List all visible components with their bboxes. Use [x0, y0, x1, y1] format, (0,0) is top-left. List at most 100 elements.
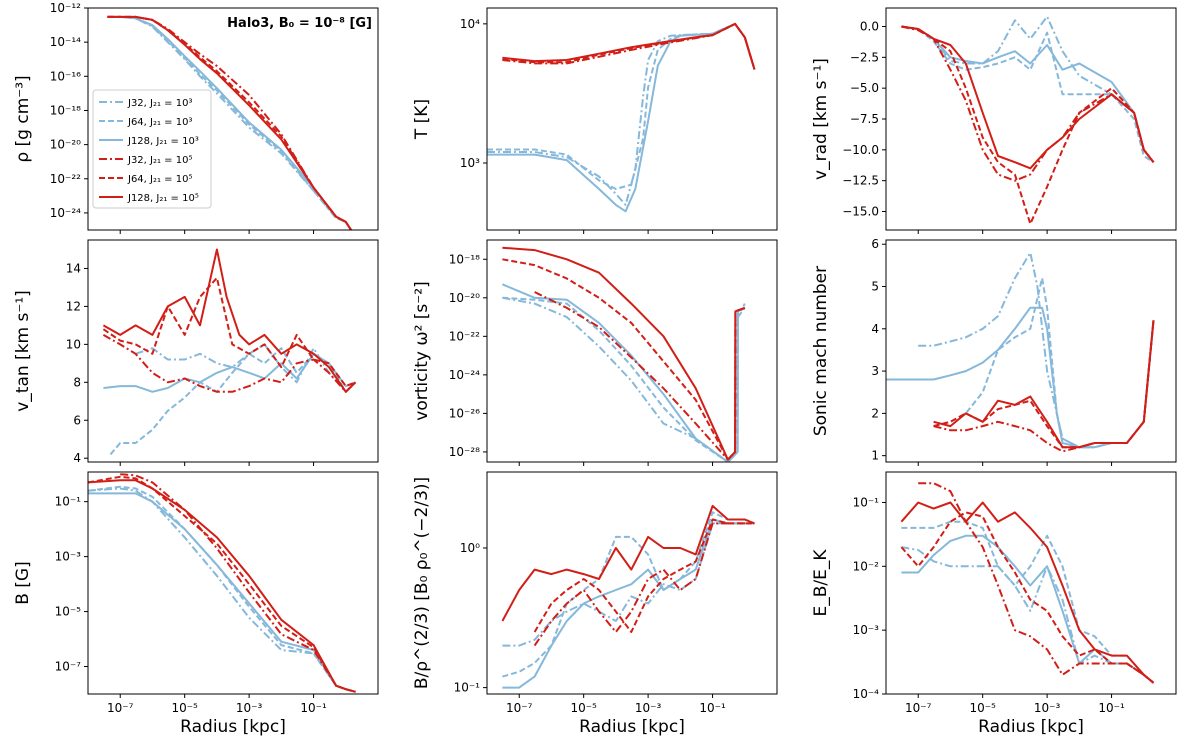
series-line [102, 276, 356, 388]
panel-energy_ratio: 10⁻⁷ 10⁻⁵ 10⁻³ 10⁻¹ 10⁻¹ 10⁻² 10⁻³ 10⁻⁴ Radius [… [811, 471, 1177, 737]
y-tick-label: 10⁰ [460, 541, 480, 555]
y-tick-label: 5 [871, 280, 879, 294]
y-tick-label: 2 [871, 406, 879, 420]
y-axis-label: B/ρ^(2/3) [B₀ ρ₀^(−2/3)] [412, 477, 432, 689]
series-line [107, 15, 353, 230]
x-axis-label: Radius [kpc] [579, 717, 685, 737]
x-tick-label: 10⁻¹ [1098, 701, 1125, 715]
series-line [502, 22, 756, 70]
series-line [901, 546, 1155, 684]
series-line [502, 518, 755, 689]
series-line [533, 522, 755, 647]
y-tick-label: 10³ [460, 156, 480, 170]
x-tick-label: 10⁻³ [1034, 701, 1061, 715]
x-tick-label: 10⁻⁵ [969, 701, 996, 715]
series-group [487, 22, 756, 213]
y-tick-label: −12.5 [842, 174, 879, 188]
series-line [502, 283, 746, 462]
y-tick-label: 14 [66, 261, 81, 275]
y-tick-label: 6 [73, 413, 81, 427]
y-axis-label: T [K] [412, 99, 432, 140]
legend-label: J128, J₂₁ = 10³ [127, 136, 199, 147]
y-tick-label: 10⁻²⁶ [449, 406, 480, 420]
y-axis-label: E_B/E_K [811, 549, 831, 617]
plot-frame [87, 471, 379, 695]
series-line [901, 25, 1155, 170]
series-line [501, 504, 755, 622]
series-group [107, 15, 353, 230]
panel-vtan: 4 6 8 10 12 14 v_tan [km s⁻¹] [13, 239, 379, 466]
series-line [900, 511, 1155, 684]
panel-vrad: 0.0 −2.5 −5.0 −7.5 −10.0 −12.5 −15.0 v_rad [km … [811, 7, 1177, 234]
series-line [901, 520, 1155, 684]
series-line [135, 343, 357, 393]
series-line [102, 248, 357, 393]
y-tick-label: 10⁻³ [853, 623, 880, 637]
y-tick-label: 10⁻²⁴ [50, 206, 81, 220]
series-line [901, 534, 1155, 684]
series-line [901, 15, 1155, 163]
series-line [502, 246, 746, 461]
legend: J32, J₂₁ = 10³ J64, J₂₁ = 10³ J128, J₂₁ = … [92, 89, 212, 209]
y-tick-label: 10⁻¹⁸ [449, 252, 480, 266]
y-tick-label: 10⁻⁷ [55, 660, 82, 674]
legend-label: J64, J₂₁ = 10⁵ [127, 174, 192, 185]
series-line [502, 22, 756, 70]
y-tick-label: 1 [871, 449, 879, 463]
series-line [918, 251, 1155, 449]
y-tick-label: 10⁻⁵ [55, 605, 82, 619]
series-group [88, 473, 356, 693]
series-line [900, 501, 1155, 684]
panel-bfield: 10⁻⁷ 10⁻⁵ 10⁻³ 10⁻¹ 10⁻¹ 10⁻³ 10⁻⁵ 10⁻⁷ Radius [… [13, 471, 379, 737]
x-tick-label: 10⁻³ [236, 701, 263, 715]
legend-label: J64, J₂₁ = 10³ [127, 117, 192, 128]
series-line [502, 296, 746, 462]
y-tick-label: 10⁻¹ [55, 495, 82, 509]
y-tick-label: 10⁻³ [55, 550, 82, 564]
y-tick-label: 10⁻¹⁶ [50, 69, 81, 83]
series-line [88, 475, 356, 693]
legend-label: J32, J₂₁ = 10³ [127, 98, 192, 109]
series-group [901, 15, 1155, 225]
y-tick-label: 10⁻²⁴ [449, 368, 480, 382]
series-line [886, 306, 1155, 449]
series-line [88, 479, 356, 693]
y-tick-label: 8 [73, 375, 81, 389]
y-tick-label: 4 [871, 322, 879, 336]
plot-frame [885, 471, 1177, 695]
y-tick-label: 10⁻¹⁴ [50, 35, 81, 49]
y-tick-label: 10⁻⁴ [853, 687, 880, 701]
series-line [533, 518, 755, 633]
y-tick-label: 6 [871, 237, 879, 251]
y-tick-label: 10⁻²⁰ [50, 138, 81, 152]
x-tick-label: 10⁻⁵ [171, 701, 198, 715]
series-line [502, 296, 746, 462]
series-group [501, 504, 755, 689]
y-tick-label: 10 [66, 337, 81, 351]
y-tick-label: 10⁻²² [50, 172, 81, 186]
y-axis-label: ρ [g cm⁻³] [13, 75, 33, 162]
plot-frame [486, 7, 778, 231]
y-tick-label: 10⁴ [460, 17, 480, 31]
x-tick-label: 10⁻⁷ [107, 701, 134, 715]
y-tick-label: 10⁻²⁰ [449, 291, 480, 305]
panel-vorticity: 10⁻¹⁸ 10⁻²⁰ 10⁻²² 10⁻²⁴ 10⁻²⁶ 10⁻²⁸ vorticity … [412, 239, 778, 466]
y-tick-label: −2.5 [850, 50, 879, 64]
series-group [900, 482, 1155, 684]
series-line [901, 25, 1155, 182]
y-tick-label: 3 [871, 364, 879, 378]
y-tick-label: 10⁻¹ [454, 681, 481, 695]
series-line [933, 320, 1155, 449]
y-tick-label: 10⁻²² [449, 329, 480, 343]
plot-frame [885, 239, 1177, 463]
series-line [88, 487, 356, 693]
y-tick-label: 10⁻²⁸ [449, 445, 480, 459]
plot-frame [486, 239, 778, 463]
series-line [88, 485, 356, 693]
x-tick-label: 10⁻⁵ [570, 701, 597, 715]
x-tick-label: 10⁻³ [635, 701, 662, 715]
series-group [102, 248, 357, 456]
x-axis-label: Radius [kpc] [180, 717, 286, 737]
y-tick-label: 0.0 [860, 20, 879, 34]
